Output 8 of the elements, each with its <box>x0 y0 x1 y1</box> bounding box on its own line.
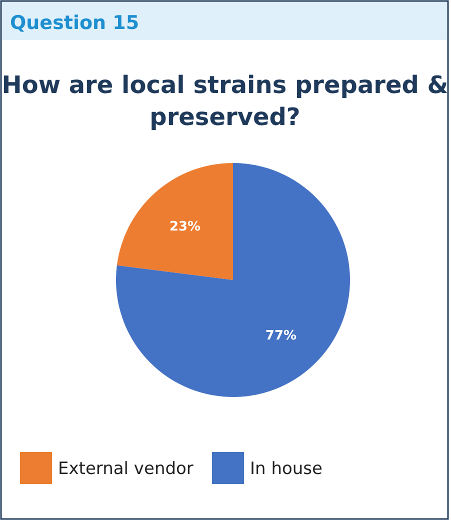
chart-title: How are local strains prepared & preserved? <box>2 71 448 131</box>
pie-slice <box>116 163 350 397</box>
pie-slice <box>116 163 233 280</box>
text: Question 15 <box>10 12 140 34</box>
legend-label: External vendor <box>58 459 194 479</box>
data-label: 23% <box>169 220 201 235</box>
data-label: 77% <box>265 328 297 344</box>
legend-label: In house <box>250 459 322 479</box>
